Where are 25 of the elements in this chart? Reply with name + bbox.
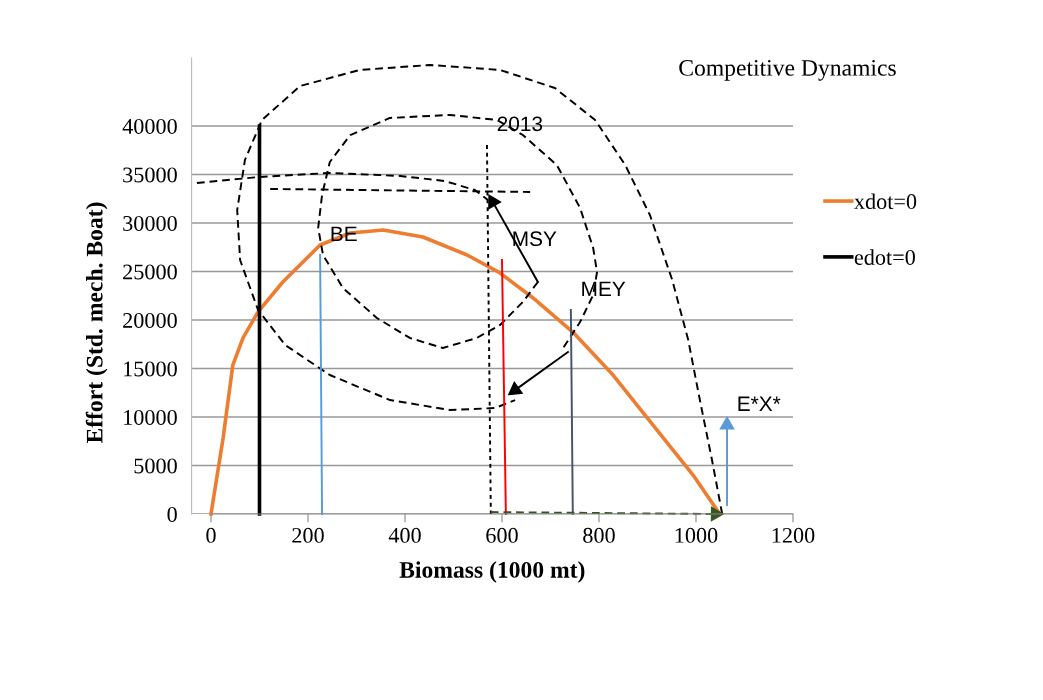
legend-label: xdot=0 <box>854 193 917 210</box>
y-tick-label: 40000 <box>122 118 177 134</box>
x-tick-label: 600 <box>486 527 518 543</box>
annotation: 2013 <box>497 116 543 132</box>
y-axis-title: Effort (Std. mech. Boat) <box>85 202 108 444</box>
y-tick-label: 30000 <box>123 215 177 231</box>
annotation: MEY <box>582 281 626 296</box>
y-tick-label: 35000 <box>123 167 177 183</box>
chart-title: Competitive Dynamics <box>679 59 896 81</box>
y-tick-label: 25000 <box>123 264 177 280</box>
y-tick-label: 5000 <box>134 458 177 474</box>
y-tick-label: 0 <box>167 506 177 522</box>
legend-label: edot=0 <box>854 249 915 265</box>
annotation: MSY <box>513 231 557 247</box>
y-tick-label: 10000 <box>124 409 177 425</box>
x-tick-label: 400 <box>388 527 421 543</box>
x-tick-label: 1200 <box>772 527 815 543</box>
x-tick-label: 0 <box>206 527 216 543</box>
x-tick-label: 800 <box>583 527 615 543</box>
annotation: E*X* <box>738 396 781 411</box>
y-tick-label: 20000 <box>123 312 177 328</box>
y-tick-label: 15000 <box>124 361 177 377</box>
x-axis-title: Biomass (1000 mt) <box>399 561 585 583</box>
x-tick-label: 1000 <box>675 527 718 543</box>
x-tick-label: 200 <box>292 527 324 543</box>
